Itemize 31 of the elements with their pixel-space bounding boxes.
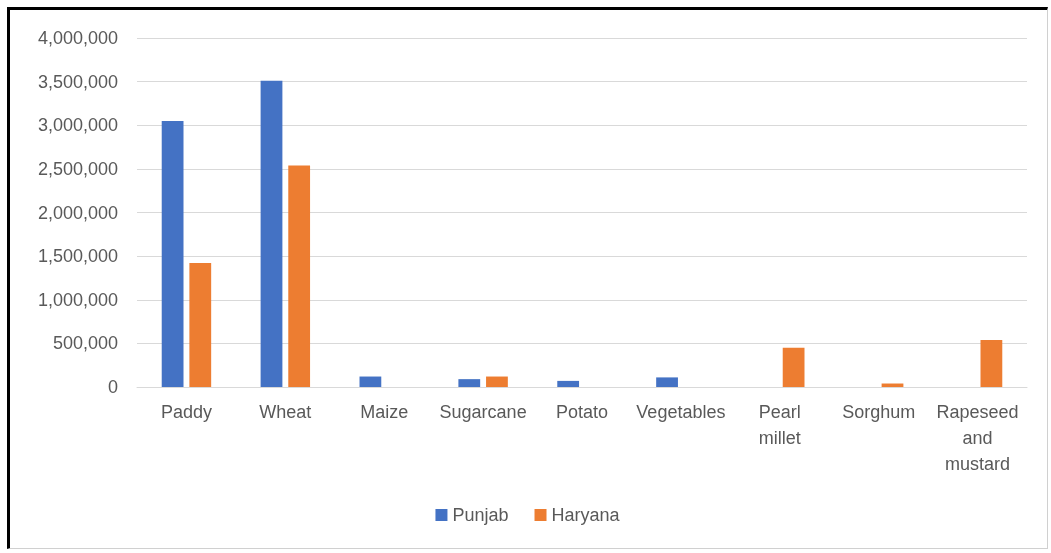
y-tick-label: 4,000,000 (37, 28, 118, 48)
x-tick-label: Rapeseed and mustard (936, 402, 1019, 474)
x-tick-label: Vegetables (636, 402, 726, 422)
y-tick-label: 1,000,000 (37, 289, 118, 310)
y-tick-label: 3,000,000 (37, 115, 118, 136)
bar (260, 80, 283, 387)
bar (359, 376, 382, 387)
legend-label: Haryana (551, 505, 621, 525)
bar (458, 379, 481, 387)
x-tick-label: Sugarcane (439, 402, 527, 422)
x-tick-label: Sorghum (842, 402, 916, 422)
y-tick-label: 500,000 (52, 333, 118, 354)
bar (782, 347, 805, 387)
bar (161, 120, 184, 387)
x-tick-label: Paddy (160, 402, 212, 422)
y-tick-label: 3,500,000 (37, 71, 118, 92)
bar (189, 263, 212, 387)
bar (288, 165, 311, 387)
y-tick-label: 1,500,000 (37, 246, 118, 267)
x-tick-label: Potato (555, 402, 609, 422)
bar (980, 339, 1003, 387)
y-tick-label: 0 (107, 377, 118, 397)
x-tick-label: Wheat (259, 402, 312, 422)
legend-label: Punjab (452, 505, 509, 525)
bar (557, 380, 580, 387)
y-tick-label: 2,000,000 (37, 202, 118, 223)
bar (656, 377, 678, 387)
x-tick-label: Maize (360, 402, 409, 422)
x-tick-label: Pearl millet (758, 402, 801, 448)
y-tick-label: 2,500,000 (37, 158, 118, 179)
bar (486, 376, 508, 387)
